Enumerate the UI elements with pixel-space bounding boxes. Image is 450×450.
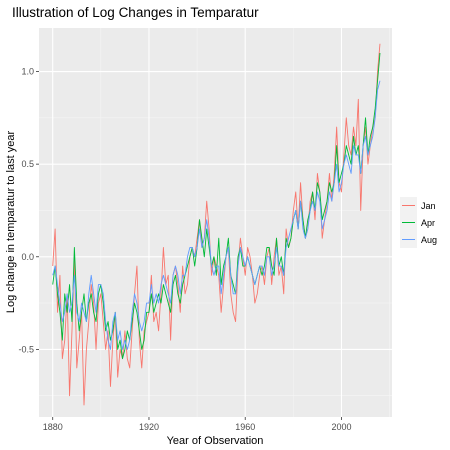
legend-label-apr: Apr [421,218,435,228]
axis-ticks: 1880 1920 1960 2000 -0.5 0.0 0.5 1.0 [18,67,351,432]
chart-title: Illustration of Log Changes in Temparatu… [12,5,259,20]
legend-label-aug: Aug [421,235,437,245]
x-tick-label: 2000 [331,422,351,432]
legend: Jan Apr Aug [400,197,437,248]
series-layer [52,43,381,406]
x-axis-title: Year of Observation [167,435,264,447]
y-tick-label: 0.5 [21,159,34,169]
x-tick-label: 1880 [43,422,63,432]
legend-label-jan: Jan [421,201,436,211]
x-tick-label: 1960 [235,422,255,432]
x-tick-label: 1920 [139,422,159,432]
y-tick-label: 0.0 [21,252,34,262]
y-axis-title: Log change in temparatur to last year [5,131,17,314]
series-line-aug [52,80,381,350]
series-line-apr [52,52,381,360]
grid-lines [39,28,392,417]
plot-panel [39,28,392,417]
y-tick-label: 1.0 [21,67,34,77]
y-tick-label: -0.5 [18,344,34,354]
